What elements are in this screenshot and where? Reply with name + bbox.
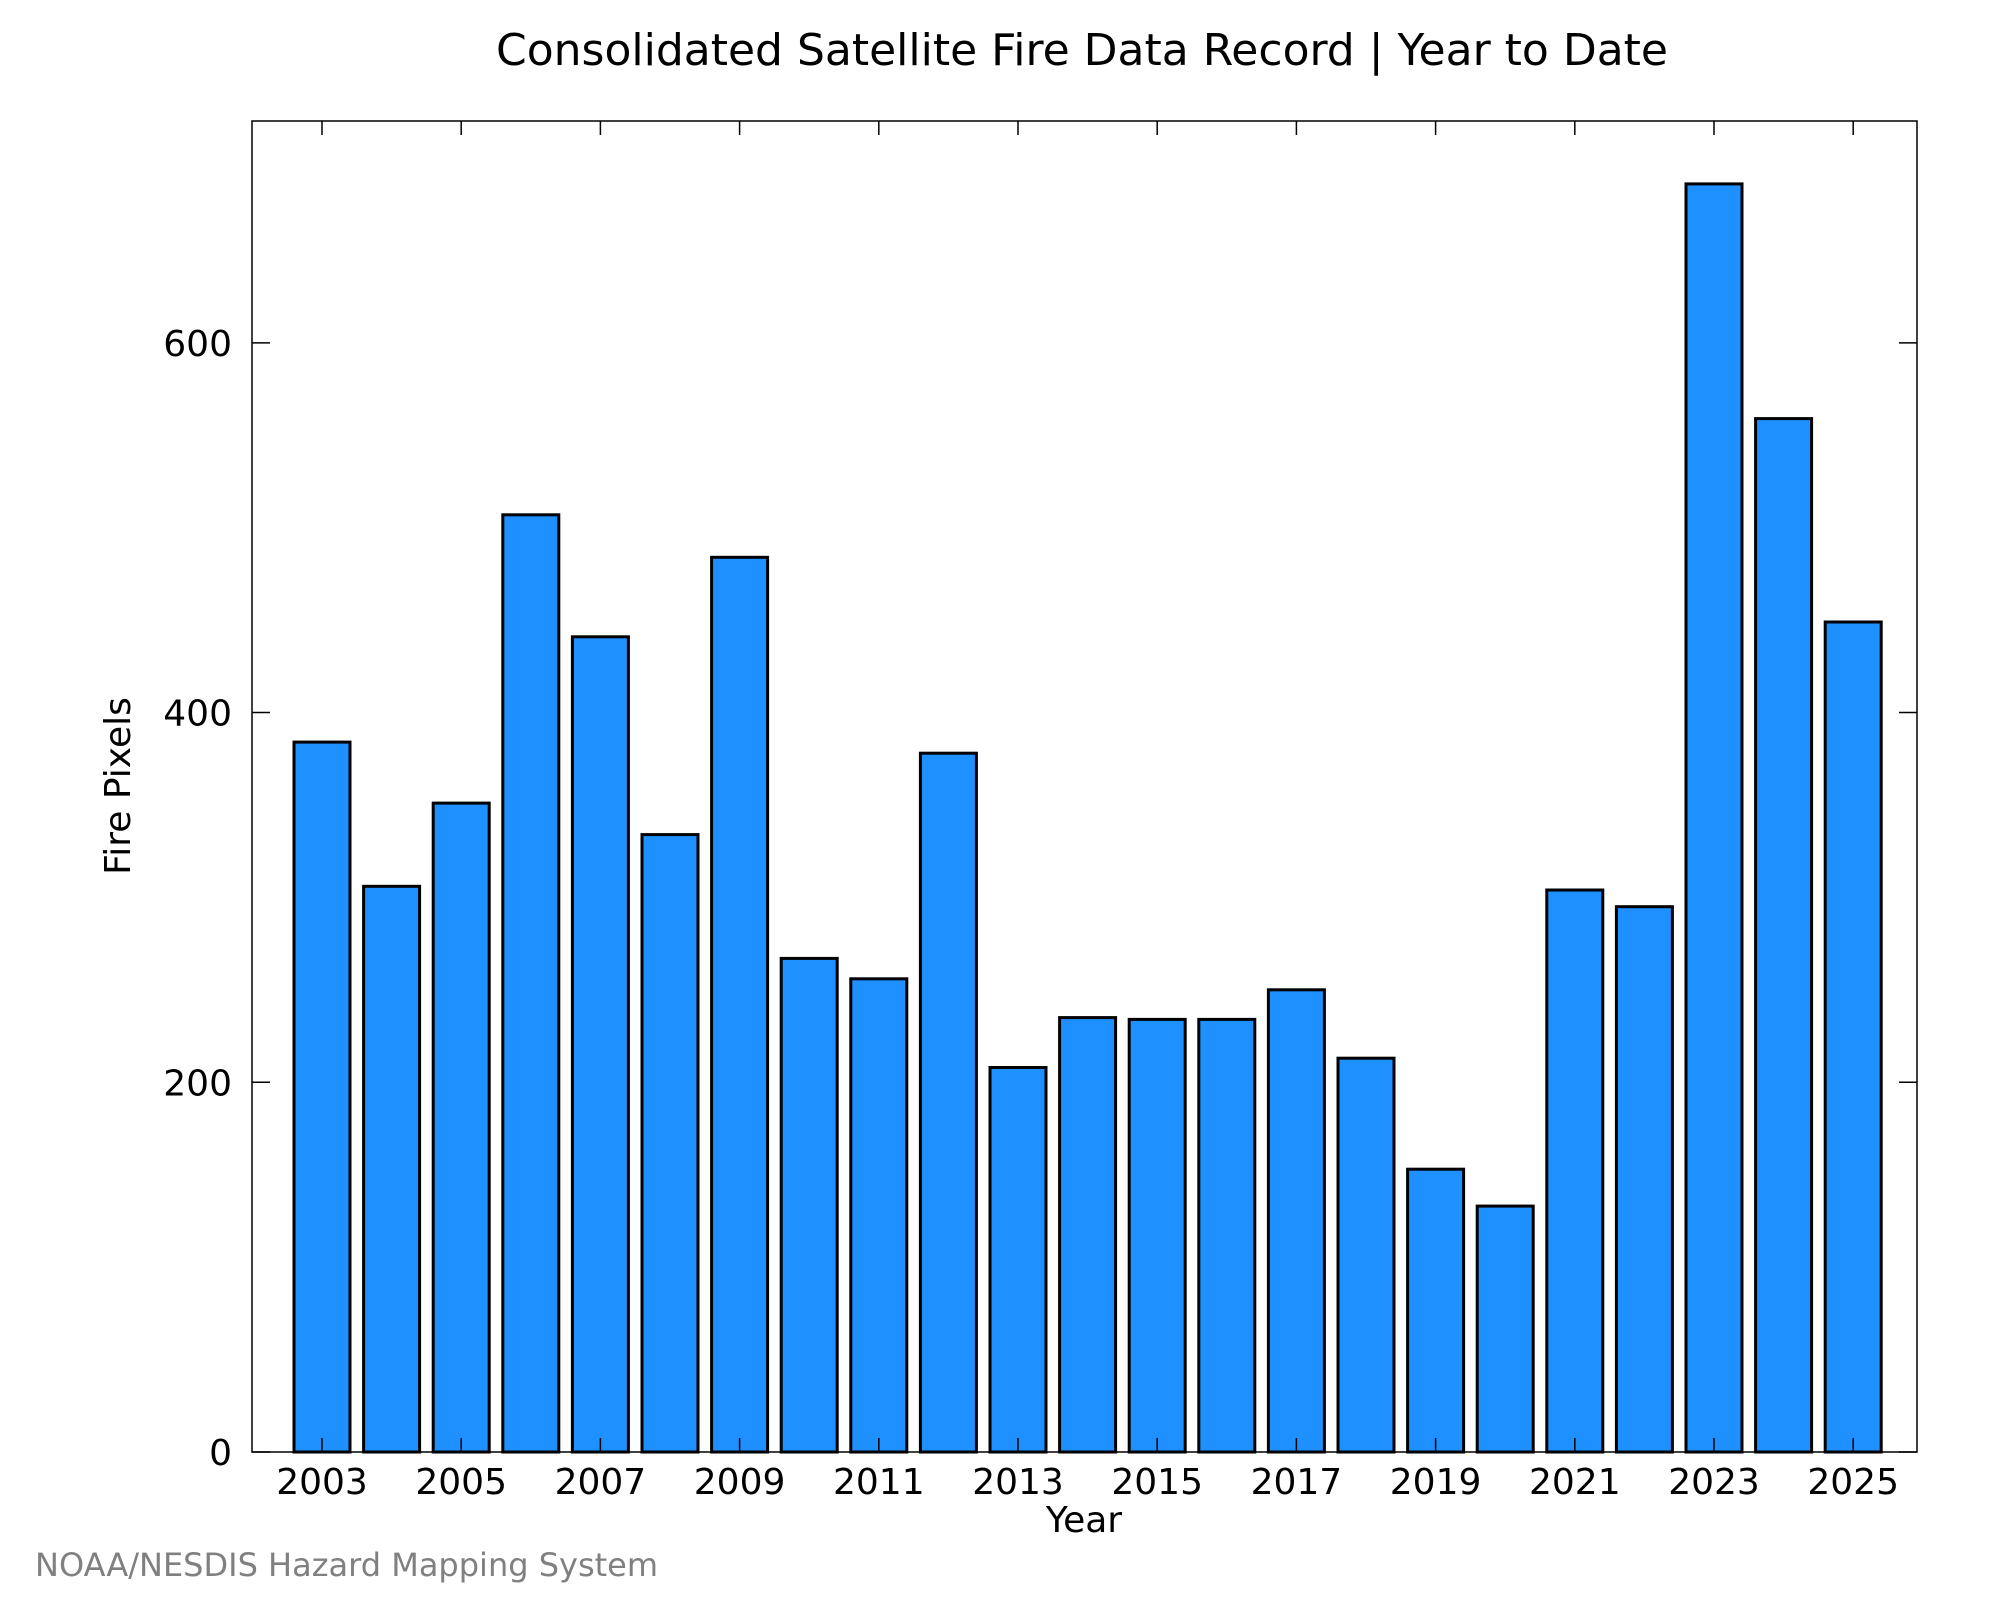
x-tick-label-2015: 2015 <box>1111 1462 1203 1503</box>
y-axis-label: Fire Pixels <box>98 697 139 875</box>
bar-2023 <box>1684 182 1744 1454</box>
bar-2016 <box>1197 1017 1257 1454</box>
bar-2021 <box>1545 888 1605 1454</box>
x-tick-label-2009: 2009 <box>694 1462 786 1503</box>
x-tick-label-2017: 2017 <box>1251 1462 1343 1503</box>
plot-frame <box>251 120 1918 1453</box>
bar-2003 <box>292 740 352 1454</box>
bar-2010 <box>779 956 839 1454</box>
x-tick-label-2013: 2013 <box>972 1462 1064 1503</box>
bar-2009 <box>710 555 770 1454</box>
bar-2014 <box>1058 1016 1118 1454</box>
bar-2015 <box>1127 1017 1187 1454</box>
x-tick-label-2007: 2007 <box>555 1462 647 1503</box>
credit-text: NOAA/NESDIS Hazard Mapping System <box>35 1546 658 1584</box>
x-tick-label-2025: 2025 <box>1807 1462 1899 1503</box>
x-tick-label-2011: 2011 <box>833 1462 925 1503</box>
bar-2019 <box>1406 1167 1466 1454</box>
bar-2013 <box>988 1066 1048 1454</box>
bar-2011 <box>849 977 909 1454</box>
y-tick-label-400: 400 <box>163 694 232 735</box>
bar-2007 <box>570 635 630 1454</box>
bar-2006 <box>501 513 561 1454</box>
bar-2022 <box>1614 905 1674 1454</box>
bar-2020 <box>1475 1204 1535 1454</box>
x-tick-label-2003: 2003 <box>276 1462 368 1503</box>
x-tick-label-2005: 2005 <box>415 1462 507 1503</box>
y-tick-label-200: 200 <box>163 1063 232 1104</box>
bar-2005 <box>431 801 491 1454</box>
bar-2012 <box>918 751 978 1454</box>
bar-2017 <box>1266 988 1326 1454</box>
bar-2018 <box>1336 1056 1396 1454</box>
y-axis: 0 200 400 600 <box>163 324 1917 1474</box>
y-tick-label-600: 600 <box>163 324 232 365</box>
bar-2008 <box>640 833 700 1454</box>
y-tick-label-0: 0 <box>209 1433 232 1474</box>
x-axis: 2003 2005 2007 2009 2011 2013 2015 2017 2019 2021… <box>276 121 1899 1503</box>
chart-title: Consolidated Satellite Fire Data Record … <box>496 25 1668 76</box>
x-tick-label-2019: 2019 <box>1390 1462 1482 1503</box>
bar-2004 <box>362 884 422 1454</box>
bars-group <box>292 182 1883 1454</box>
bar-2024 <box>1754 417 1814 1454</box>
x-tick-label-2023: 2023 <box>1668 1462 1760 1503</box>
bar-2025 <box>1823 620 1883 1454</box>
x-tick-label-2021: 2021 <box>1529 1462 1621 1503</box>
x-axis-label: Year <box>1045 1500 1122 1541</box>
